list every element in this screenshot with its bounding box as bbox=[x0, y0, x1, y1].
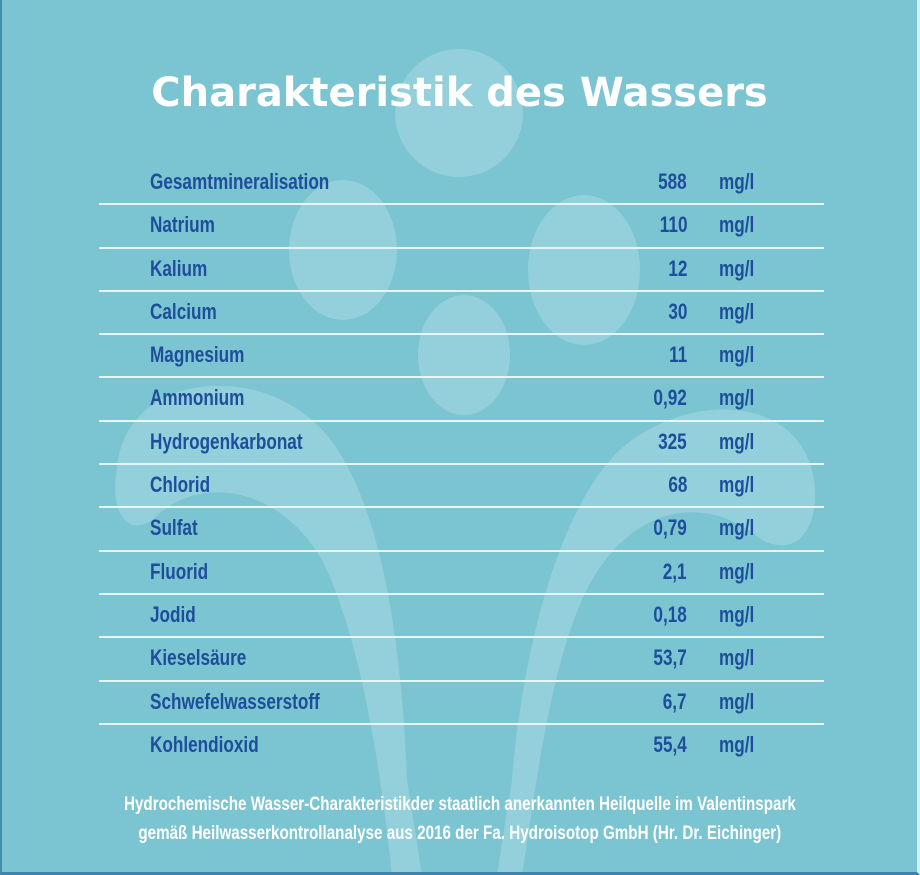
parameter-name: Natrium bbox=[150, 212, 215, 238]
table-row: Ammonium 0,92 mg/l bbox=[99, 378, 824, 422]
parameter-unit: mg/l bbox=[719, 558, 755, 584]
table-row: Fluorid 2,1 mg/l bbox=[99, 552, 824, 595]
parameter-name: Magnesium bbox=[150, 342, 245, 368]
parameter-unit: mg/l bbox=[719, 342, 755, 368]
table-row: Natrium 110 mg/l bbox=[99, 205, 824, 249]
parameter-name: Jodid bbox=[150, 601, 196, 627]
parameter-unit: mg/l bbox=[719, 515, 755, 541]
parameter-value: 0,18 bbox=[653, 601, 687, 627]
parameter-unit: mg/l bbox=[719, 255, 755, 281]
page-title: Charakteristik des Wassers bbox=[151, 70, 768, 116]
parameter-unit: mg/l bbox=[719, 298, 755, 324]
parameter-name: Fluorid bbox=[150, 558, 209, 584]
parameter-unit: mg/l bbox=[719, 645, 755, 671]
table-row: Gesamtmineralisation 588 mg/l bbox=[99, 162, 824, 206]
parameter-value: 110 bbox=[659, 212, 687, 238]
parameter-value: 2,1 bbox=[663, 558, 687, 584]
parameter-value: 12 bbox=[667, 255, 687, 281]
parameter-name: Hydrogenkarbonat bbox=[150, 428, 303, 454]
parameter-unit: mg/l bbox=[719, 601, 755, 627]
parameter-name: Chlorid bbox=[150, 472, 211, 498]
water-analysis-table: Gesamtmineralisation 588 mg/l Natrium 110 mg… bbox=[99, 162, 824, 768]
parameter-name: Kieselsäure bbox=[150, 645, 247, 671]
table-row: Kieselsäure 53,7 mg/l bbox=[99, 638, 824, 682]
table-row: Magnesium 11 mg/l bbox=[99, 335, 824, 379]
parameter-value: 0,79 bbox=[653, 515, 687, 541]
parameter-value: 68 bbox=[667, 472, 687, 498]
parameter-name: Gesamtmineralisation bbox=[150, 169, 330, 194]
parameter-value: 11 bbox=[668, 342, 687, 368]
table-row: Schwefelwasserstoff 6,7 mg/l bbox=[99, 682, 824, 725]
parameter-name: Sulfat bbox=[150, 515, 198, 541]
parameter-name: Kohlendioxid bbox=[150, 731, 259, 757]
parameter-value: 30 bbox=[667, 298, 687, 324]
source-note: Hydrochemische Wasser-Charakteristikder … bbox=[2, 790, 917, 848]
table-row: Sulfat 0,79 mg/l bbox=[99, 508, 824, 552]
table-row: Jodid 0,18 mg/l bbox=[99, 595, 824, 639]
table-row: Chlorid 68 mg/l bbox=[99, 465, 824, 509]
parameter-name: Ammonium bbox=[150, 385, 245, 411]
parameter-unit: mg/l bbox=[719, 212, 755, 238]
source-note-line-2: gemäß Heilwasserkontrollanalyse aus 2016… bbox=[138, 823, 781, 844]
parameter-unit: mg/l bbox=[719, 169, 755, 194]
parameter-name: Calcium bbox=[150, 298, 217, 324]
table-row: Hydrogenkarbonat 325 mg/l bbox=[99, 422, 824, 466]
parameter-name: Kalium bbox=[150, 255, 208, 281]
parameter-value: 55,4 bbox=[653, 731, 687, 757]
parameter-value: 53,7 bbox=[653, 645, 687, 671]
parameter-unit: mg/l bbox=[719, 688, 755, 714]
parameter-value: 325 bbox=[658, 428, 687, 454]
parameter-name: Schwefelwasserstoff bbox=[150, 688, 320, 714]
parameter-unit: mg/l bbox=[719, 428, 755, 454]
parameter-value: 6,7 bbox=[663, 688, 687, 714]
parameter-value: 0,92 bbox=[653, 385, 687, 411]
parameter-unit: mg/l bbox=[719, 472, 755, 498]
table-row: Kohlendioxid 55,4 mg/l bbox=[99, 725, 824, 768]
source-note-line-1: Hydrochemische Wasser-Charakteristikder … bbox=[123, 794, 796, 815]
table-row: Calcium 30 mg/l bbox=[99, 292, 824, 336]
parameter-unit: mg/l bbox=[719, 731, 755, 757]
parameter-value: 588 bbox=[658, 169, 687, 194]
table-row: Kalium 12 mg/l bbox=[99, 249, 824, 292]
parameter-unit: mg/l bbox=[719, 385, 755, 411]
